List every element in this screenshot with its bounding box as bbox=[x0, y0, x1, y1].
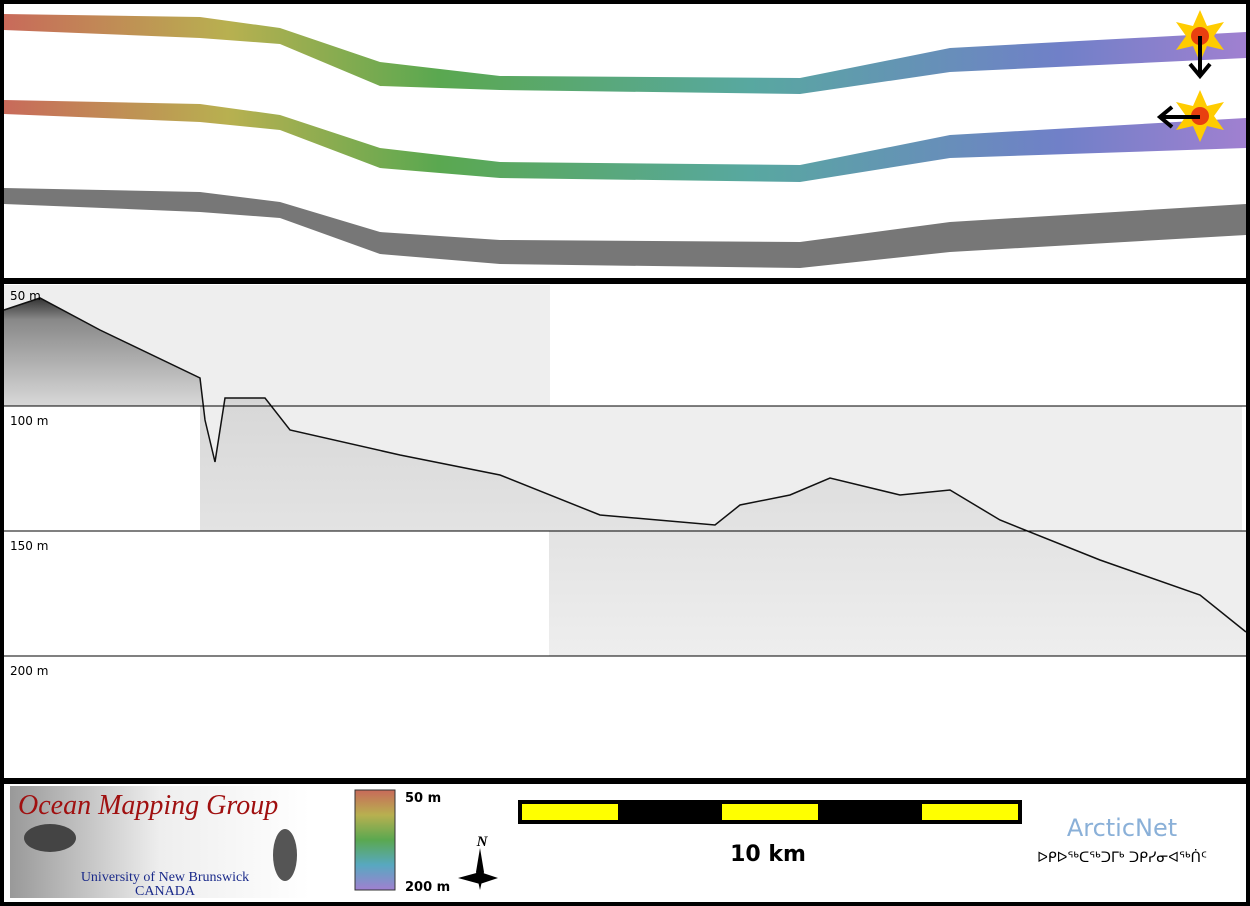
logo-graphic bbox=[273, 829, 297, 881]
logo-university: University of New Brunswick bbox=[81, 870, 249, 885]
backscatter-swath bbox=[4, 188, 1246, 268]
seabed-echo bbox=[4, 298, 1246, 656]
sun-icon bbox=[1156, 90, 1224, 142]
depth-label: 150 m bbox=[10, 539, 48, 553]
partner-name: ArcticNet bbox=[1067, 814, 1177, 842]
logo-title: Ocean Mapping Group bbox=[18, 790, 278, 821]
colorbar-label: 200 m bbox=[405, 880, 450, 895]
depth-label: 50 m bbox=[10, 289, 41, 303]
logo-graphic bbox=[24, 824, 76, 852]
scale-segment bbox=[522, 804, 618, 820]
compass: N bbox=[458, 834, 498, 890]
colorbar-label: 50 m bbox=[405, 791, 441, 806]
depth-label: 200 m bbox=[10, 664, 48, 678]
bathymetry-swath bbox=[4, 14, 1246, 94]
logo-country: CANADA bbox=[135, 884, 196, 899]
partner-syllabics: ᐅᑭᐅᖅᑕᖅᑐᒥᒃ ᑐᑭᓯᓂᐊᖅᑏᑦ bbox=[1037, 849, 1207, 866]
scale-label: 10 km bbox=[730, 842, 806, 867]
compass-label: N bbox=[476, 834, 489, 850]
seabed-line bbox=[3, 297, 1247, 633]
scale-segment bbox=[722, 804, 818, 820]
colorbar bbox=[354, 789, 396, 891]
sun-icon bbox=[1176, 10, 1224, 80]
depth-label: 100 m bbox=[10, 414, 48, 428]
scale-segment bbox=[922, 804, 1018, 820]
bathymetry-swath bbox=[4, 100, 1246, 182]
